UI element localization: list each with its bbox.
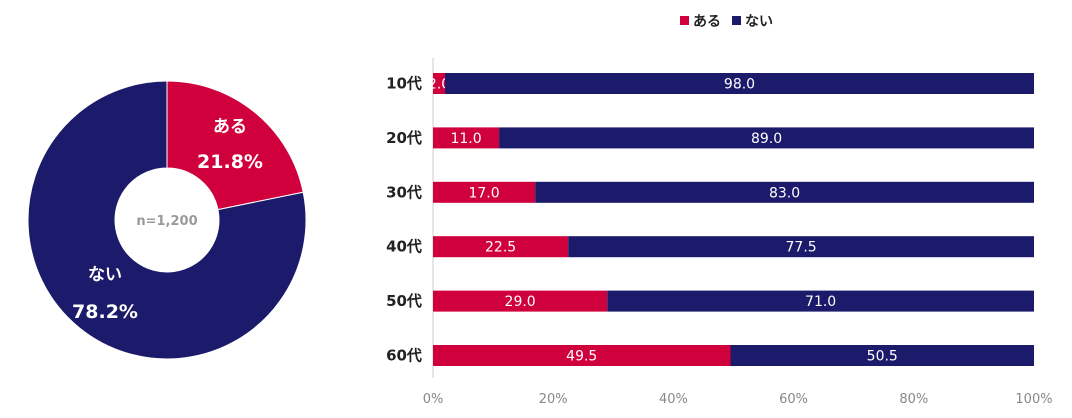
- pie-slice-value: 21.8%: [197, 151, 263, 173]
- pie-slice-label: ない: [88, 265, 122, 285]
- pie-slice-value: 78.2%: [72, 301, 138, 323]
- x-tick-label: 40%: [659, 392, 688, 407]
- x-tick-label: 60%: [779, 392, 808, 407]
- bar-value-label: 11.0: [450, 131, 481, 147]
- legend-label: ない: [745, 14, 773, 30]
- bar-value-label: 50.5: [867, 349, 898, 365]
- category-label: 20代: [386, 129, 422, 147]
- bar-segment: [607, 290, 1034, 312]
- bar-segment: [445, 73, 1034, 94]
- category-label: 60代: [386, 347, 422, 365]
- bar-value-label: 22.5: [485, 240, 516, 256]
- x-tick-label: 20%: [539, 392, 568, 407]
- legend-label: ある: [693, 14, 721, 30]
- bar-segment: [433, 181, 536, 203]
- bar-value-label: 98.0: [724, 77, 755, 93]
- bar-segment: [535, 181, 1034, 203]
- bar-value-label: 2.0: [428, 77, 450, 93]
- bar-segment: [433, 290, 608, 312]
- bar-segment: [433, 73, 446, 94]
- bar-value-label: 17.0: [468, 185, 499, 201]
- bar-segment: [568, 236, 1034, 258]
- bar-segment: [433, 345, 731, 366]
- donut-center-label: n=1,200: [136, 214, 197, 229]
- bar-segment: [499, 127, 1034, 149]
- x-tick-label: 80%: [899, 392, 928, 407]
- legend-swatch: [732, 16, 741, 25]
- bar-value-label: 77.5: [786, 240, 817, 256]
- category-label: 40代: [386, 238, 422, 256]
- stacked-bar-chart: ある ない 10代 2.0 98.0 20代 11.0 89.0 30代 17.0 83.0 40代 2…: [386, 14, 1053, 407]
- bar-value-label: 89.0: [751, 131, 782, 147]
- bar-segment: [730, 345, 1034, 366]
- x-tick-label: 0%: [423, 392, 444, 407]
- bar-value-label: 83.0: [769, 185, 800, 201]
- x-tick-label: 100%: [1015, 392, 1052, 407]
- bar-segment: [433, 127, 500, 149]
- bar-value-label: 71.0: [805, 294, 836, 310]
- category-label: 50代: [386, 292, 422, 310]
- category-label: 10代: [386, 75, 422, 93]
- pie-slice-nai: [27, 80, 307, 360]
- bar-value-label: 29.0: [505, 294, 536, 310]
- category-label: 30代: [386, 183, 422, 201]
- donut-chart: ある 21.8% ない 78.2% n=1,200: [27, 80, 307, 360]
- bar-segment: [433, 236, 569, 258]
- legend-swatch: [680, 16, 689, 25]
- pie-slice-aru: [166, 80, 304, 211]
- pie-slice-label: ある: [213, 117, 247, 137]
- bar-value-label: 49.5: [566, 349, 597, 365]
